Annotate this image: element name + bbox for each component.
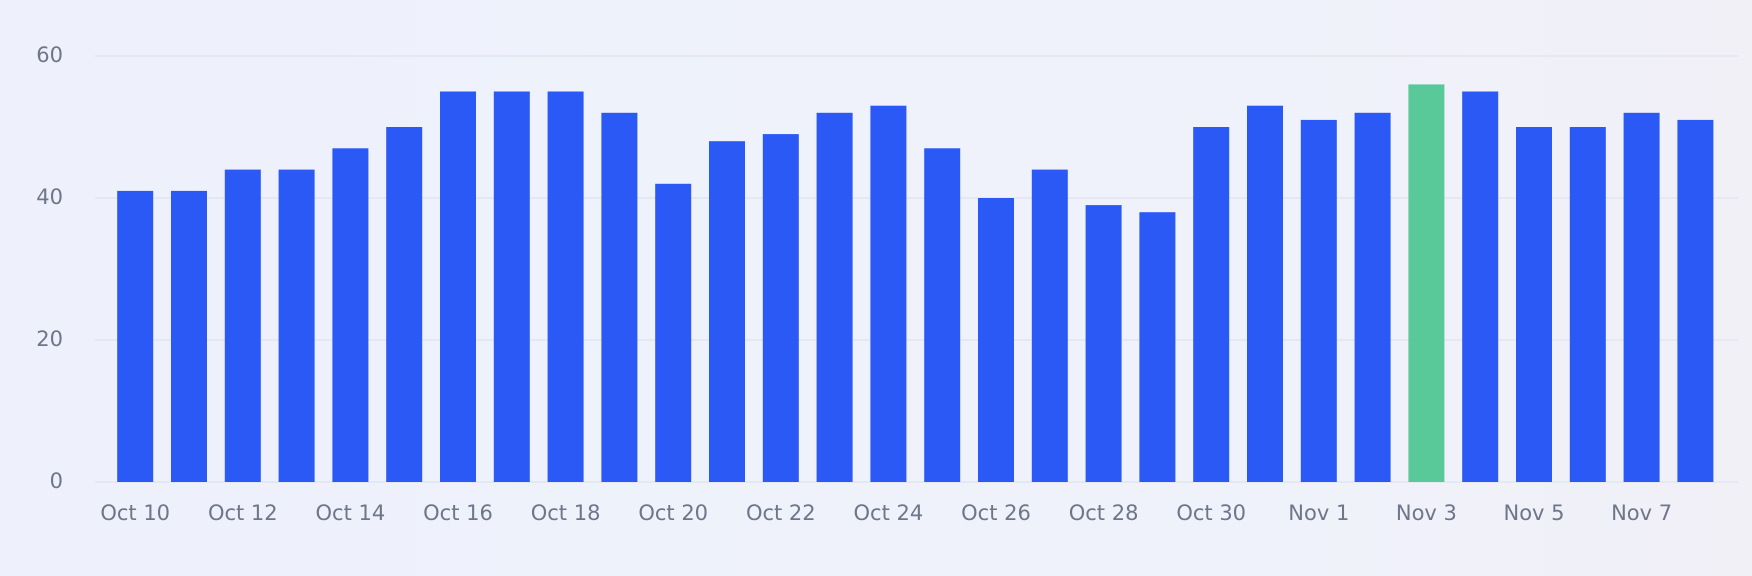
y-tick-label: 0 xyxy=(50,469,63,493)
bar xyxy=(493,91,530,482)
bar xyxy=(924,148,961,483)
x-tick-label: Nov 5 xyxy=(1503,501,1564,525)
bar xyxy=(547,91,584,482)
bar xyxy=(1354,112,1391,483)
bar xyxy=(386,127,423,482)
bar xyxy=(1031,169,1068,482)
bar xyxy=(1408,84,1445,483)
bar xyxy=(1623,112,1660,483)
x-tick-label: Oct 26 xyxy=(961,501,1031,525)
x-tick-label: Oct 20 xyxy=(638,501,708,525)
bar xyxy=(870,105,907,482)
bar xyxy=(1139,212,1176,482)
bar xyxy=(1462,91,1499,482)
y-tick-label: 60 xyxy=(36,43,63,67)
bar xyxy=(1516,127,1552,482)
x-tick-label: Oct 30 xyxy=(1176,501,1246,525)
bar xyxy=(816,112,853,483)
bar xyxy=(1085,205,1122,482)
bar xyxy=(601,112,638,483)
x-tick-label: Oct 24 xyxy=(854,501,924,525)
bar xyxy=(1677,119,1714,483)
bar xyxy=(1300,119,1337,483)
x-tick-label: Nov 7 xyxy=(1611,501,1672,525)
bar xyxy=(655,183,692,483)
x-tick-label: Oct 10 xyxy=(100,501,170,525)
bar xyxy=(332,148,369,483)
bar xyxy=(117,190,154,482)
x-tick-label: Oct 22 xyxy=(746,501,816,525)
bar xyxy=(278,169,315,482)
bar xyxy=(1193,127,1230,482)
bar xyxy=(978,198,1014,482)
y-tick-label: 40 xyxy=(36,185,63,209)
y-tick-label: 20 xyxy=(36,327,63,351)
x-tick-label: Oct 16 xyxy=(423,501,493,525)
x-tick-label: Oct 12 xyxy=(208,501,278,525)
x-tick-label: Nov 1 xyxy=(1288,501,1349,525)
x-tick-label: Oct 18 xyxy=(531,501,601,525)
x-tick-label: Oct 14 xyxy=(316,501,386,525)
bar xyxy=(171,190,207,482)
bar xyxy=(1569,127,1606,482)
bar xyxy=(440,91,476,482)
x-tick-label: Nov 3 xyxy=(1396,501,1457,525)
bar xyxy=(709,141,745,482)
bar xyxy=(224,169,261,482)
bar xyxy=(762,134,799,482)
bar xyxy=(1247,105,1283,482)
x-tick-label: Oct 28 xyxy=(1069,501,1139,525)
